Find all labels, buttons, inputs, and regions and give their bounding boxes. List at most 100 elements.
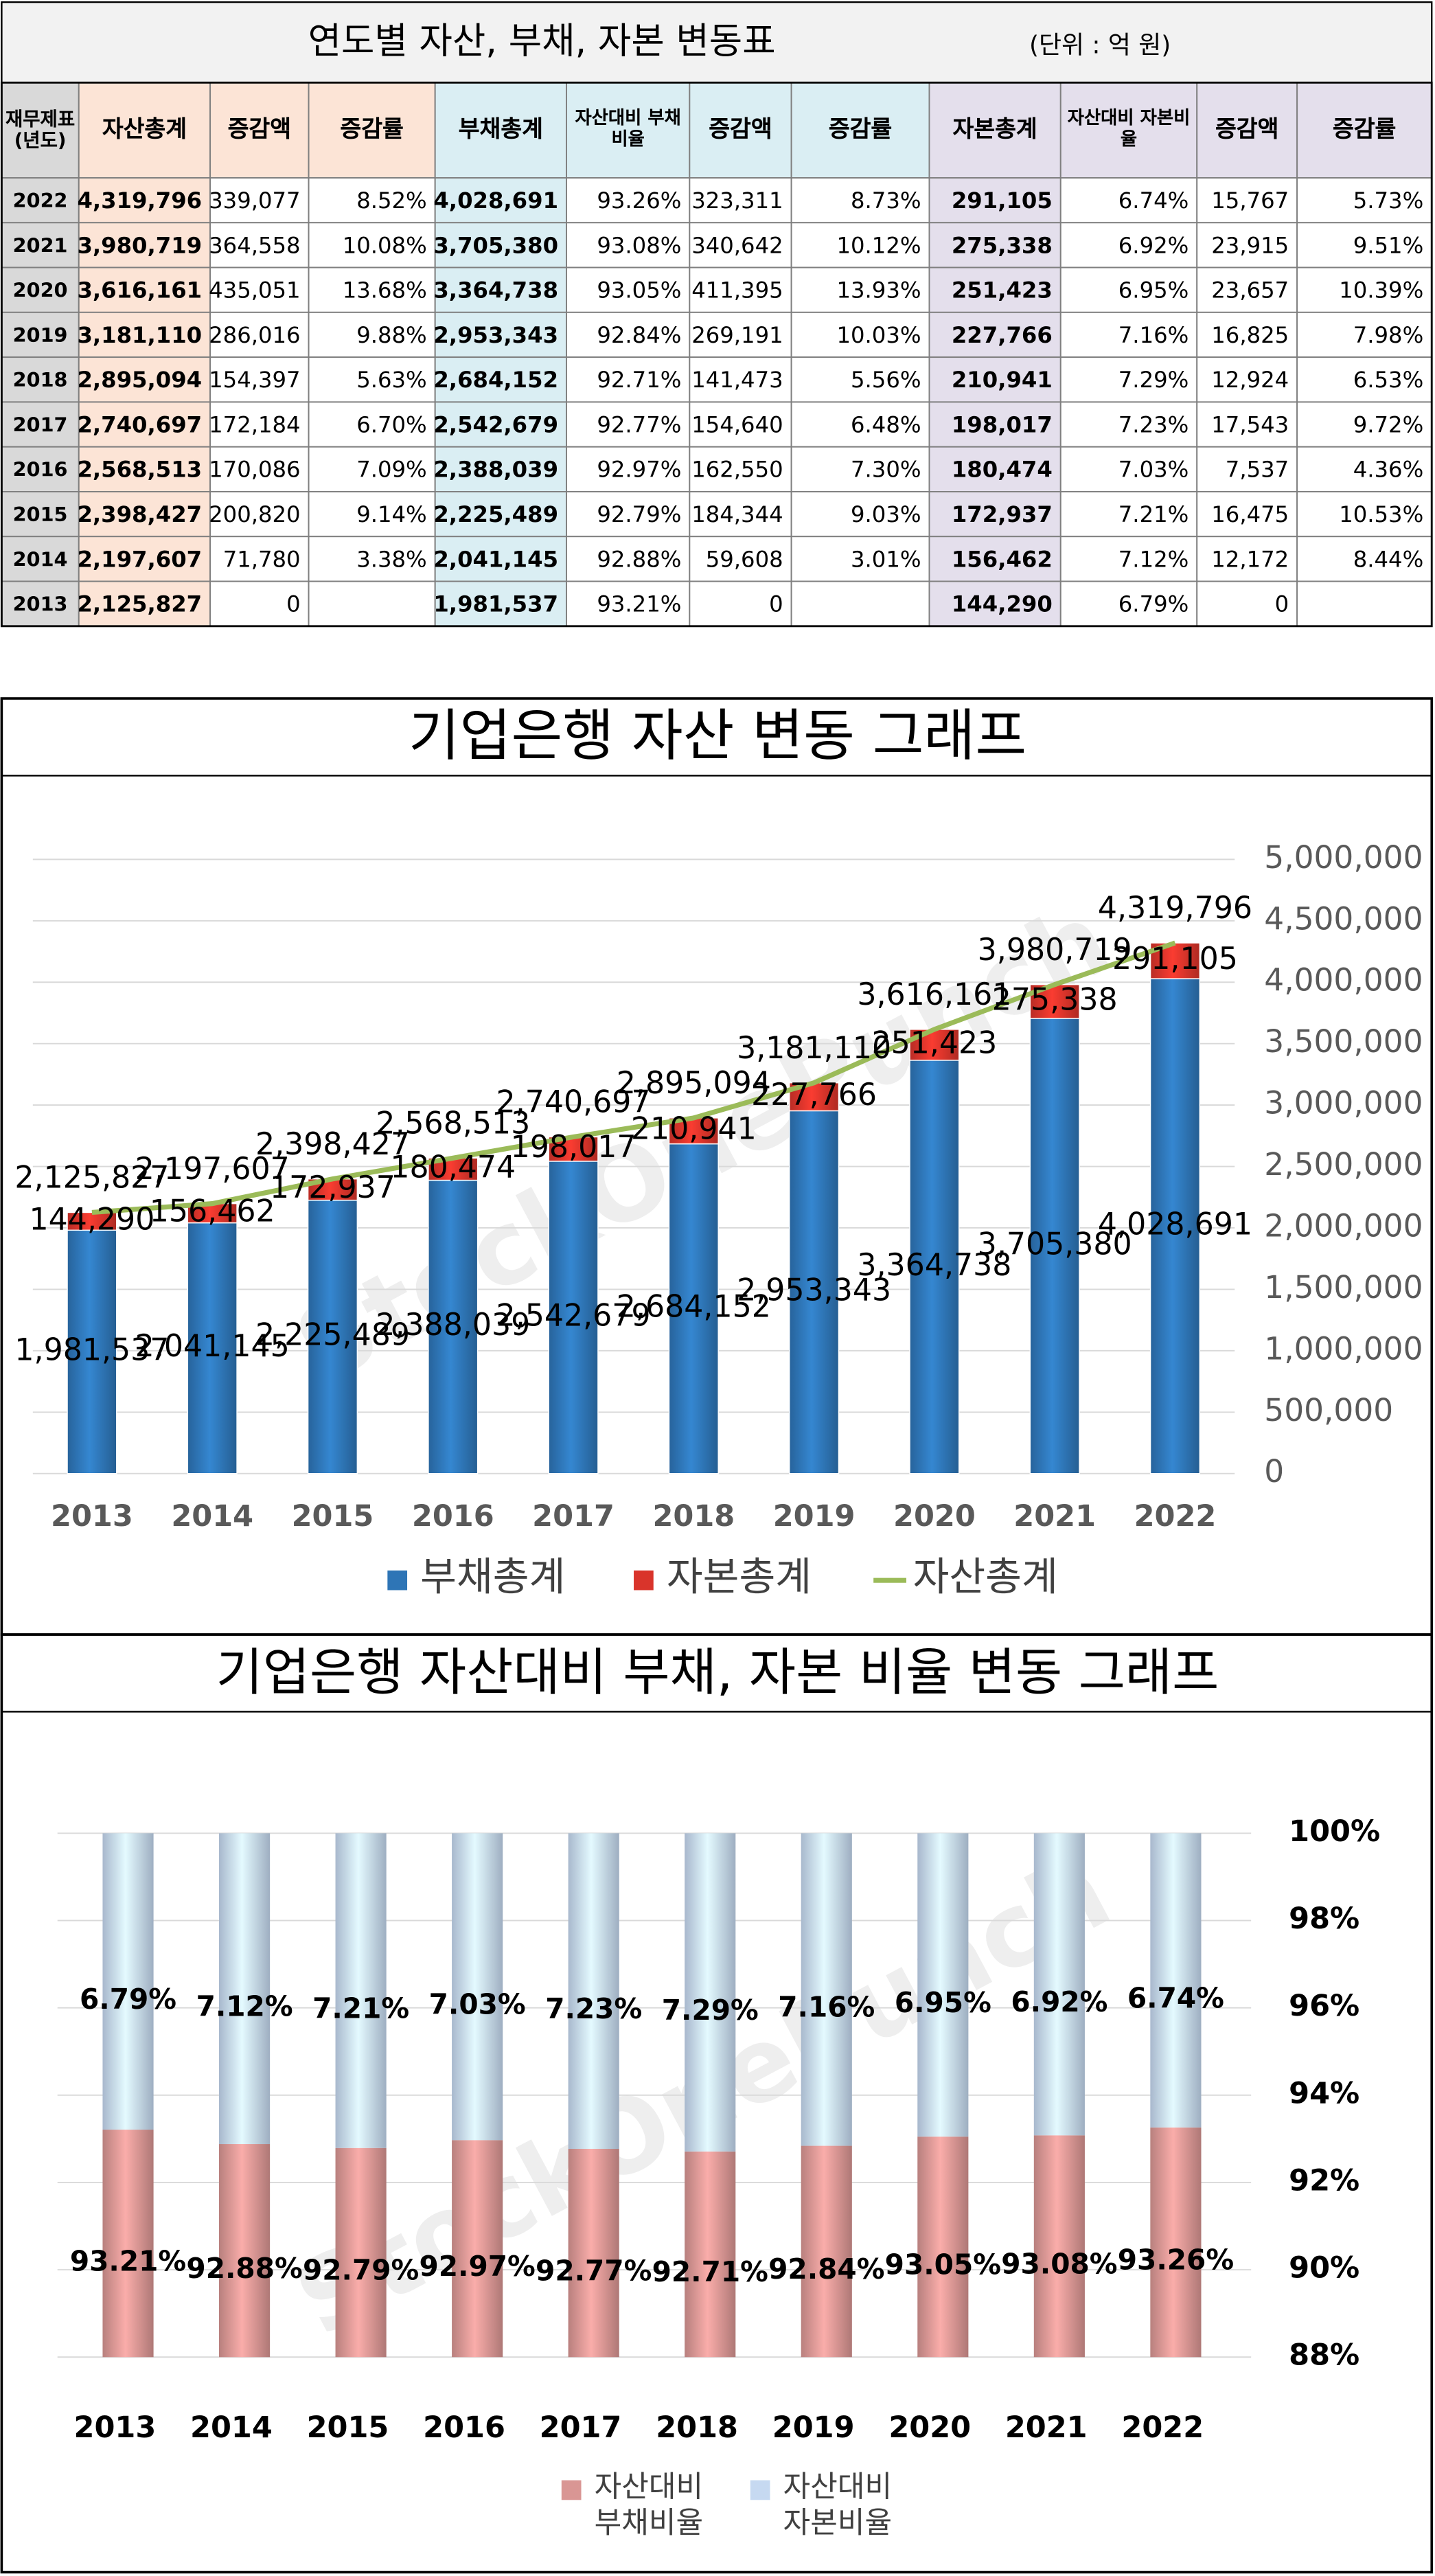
- cell-value: 6.92%: [1118, 232, 1189, 258]
- data-label: 93.05%: [885, 2248, 1001, 2281]
- legend-label: 자산총계: [912, 1553, 1058, 1600]
- table-cell: [928, 580, 1061, 627]
- cell-value: 411,395: [691, 277, 783, 304]
- table-cell: [689, 356, 792, 403]
- x-tick-label: 2017: [540, 2410, 622, 2445]
- cell-value: 8.44%: [1353, 546, 1424, 572]
- cell-value: 2,041,145: [433, 546, 558, 572]
- cell-value: 23,657: [1211, 277, 1289, 304]
- data-label: 7.03%: [429, 1988, 526, 2021]
- cell-value: 93.05%: [597, 277, 681, 304]
- bar: [801, 1833, 852, 2146]
- legend-label: 자산대비 자본비율: [783, 2470, 893, 2541]
- cell-value: 156,462: [952, 546, 1053, 572]
- table-cell: [928, 356, 1061, 403]
- cell-value: 141,473: [691, 367, 783, 393]
- row-year: 2020: [13, 279, 68, 302]
- data-label: 180,474: [390, 1150, 516, 1185]
- x-tick-label: 2021: [1005, 2410, 1088, 2445]
- cell-value: 4.36%: [1353, 457, 1424, 483]
- table-cell: [566, 266, 691, 313]
- legend-label: 부채총계: [420, 1553, 566, 1600]
- header-label: 자산대비 자본비율: [1067, 108, 1191, 150]
- cell-value: 275,338: [952, 232, 1053, 258]
- table-cell: [928, 222, 1061, 269]
- cell-value: 12,924: [1211, 367, 1289, 393]
- data-label: 6.79%: [80, 1983, 176, 2016]
- y-tick-label: 1,500,000: [1264, 1269, 1423, 1306]
- bar: [219, 1833, 271, 2145]
- cell-value: 93.08%: [597, 232, 681, 258]
- bar: [909, 1060, 960, 1474]
- data-label: 3,980,719: [978, 933, 1132, 968]
- cell-value: 3.01%: [851, 546, 921, 572]
- header-cell: [1196, 82, 1298, 179]
- cell-value: 0: [1275, 591, 1289, 617]
- table-cell: [434, 311, 567, 358]
- data-label: 92.88%: [186, 2252, 302, 2285]
- bar: [219, 2144, 271, 2358]
- bar: [335, 1833, 387, 2148]
- table-border: [0, 81, 1433, 628]
- table-cell: [1296, 266, 1433, 313]
- y-tick-label: 3,000,000: [1264, 1085, 1423, 1121]
- data-label: 92.97%: [420, 2250, 536, 2283]
- table-cell: [1196, 311, 1298, 358]
- cell-value: 180,474: [952, 457, 1053, 483]
- data-label: 92.71%: [652, 2255, 768, 2288]
- data-label: 92.79%: [303, 2254, 419, 2287]
- table-cell: [1196, 491, 1298, 538]
- table-cell: [689, 491, 792, 538]
- table-cell: [434, 446, 567, 492]
- table-cell: [434, 266, 567, 313]
- table-cell: [308, 266, 436, 313]
- y-tick-label: 1,000,000: [1264, 1330, 1423, 1367]
- cell-value: 3.38%: [356, 546, 427, 572]
- cell-value: 16,475: [1211, 501, 1289, 527]
- bar: [67, 1211, 117, 1231]
- table-cell: [1196, 446, 1298, 492]
- bar: [187, 1222, 238, 1474]
- bar: [917, 1833, 969, 2137]
- cell-value: 92.88%: [597, 546, 681, 572]
- table-cell: [1059, 356, 1198, 403]
- cell-value: 7.23%: [1118, 411, 1189, 437]
- cell-value: 10.12%: [836, 232, 921, 258]
- data-label: 93.26%: [1118, 2244, 1234, 2277]
- table-cell: [566, 536, 691, 582]
- cell-value: 6.79%: [1118, 591, 1189, 617]
- table-cell: [78, 491, 211, 538]
- bar: [668, 1143, 719, 1474]
- legend-marker: [750, 2480, 770, 2500]
- cell-value: 10.39%: [1339, 277, 1423, 304]
- bar: [1029, 1018, 1080, 1474]
- table-cell: [790, 177, 930, 224]
- bar: [335, 2147, 387, 2358]
- data-label: 6.95%: [895, 1986, 991, 2019]
- table-cell: [1059, 177, 1198, 224]
- cell-value: 2,542,679: [433, 411, 558, 437]
- y-tick-label: 4,000,000: [1264, 962, 1423, 999]
- cell-value: 8.73%: [851, 187, 921, 214]
- table-cell: [1296, 580, 1433, 627]
- cell-value: 12,172: [1211, 546, 1289, 572]
- row-year: 2014: [13, 547, 68, 571]
- x-tick-label: 2019: [772, 2410, 855, 2445]
- y-tick-label: 4,500,000: [1264, 900, 1423, 937]
- bar: [102, 2130, 154, 2358]
- data-label: 7.12%: [196, 1990, 293, 2022]
- row-year: 2018: [13, 368, 68, 391]
- table-cell: [566, 356, 691, 403]
- cell-value: 9.72%: [1353, 411, 1424, 437]
- data-label: 3,181,110: [737, 1031, 891, 1066]
- table-cell: [566, 580, 691, 627]
- cell-value: 172,184: [209, 411, 300, 437]
- cell-value: 10.03%: [836, 322, 921, 348]
- cell-value: 10.08%: [343, 232, 427, 258]
- legend-label-box: 자본총계: [667, 1554, 812, 1600]
- cell-value: 6.95%: [1118, 277, 1189, 304]
- header-label-box: 자본총계: [953, 117, 1037, 143]
- cell-value: 7,537: [1226, 457, 1289, 483]
- header-label: 자산총계: [102, 117, 187, 144]
